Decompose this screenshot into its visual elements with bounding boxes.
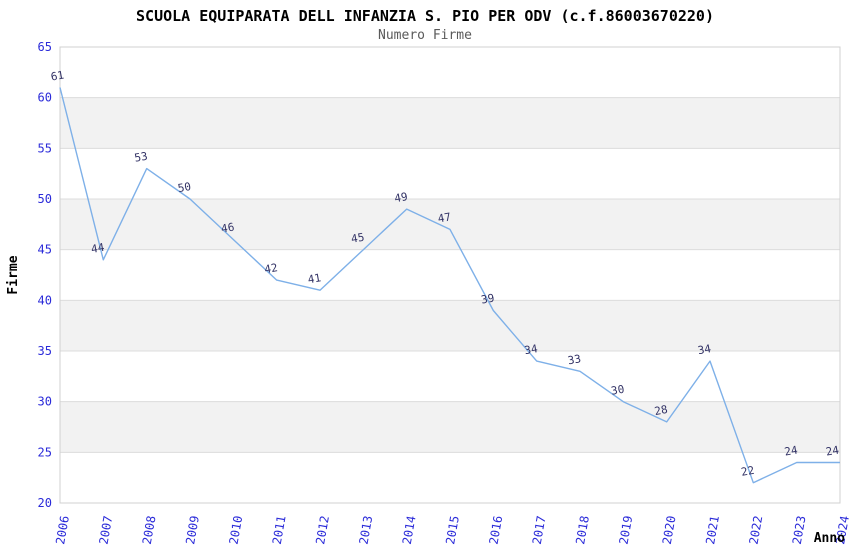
y-tick-label: 45 [38,243,52,257]
x-tick-label: 2021 [703,515,722,546]
y-tick-label: 55 [38,141,52,155]
x-tick-label: 2006 [53,515,72,546]
x-tick-label: 2024 [833,515,850,546]
point-label: 42 [263,261,278,276]
point-label: 39 [480,291,495,306]
x-axis-label: Anno [813,531,845,546]
point-label: 24 [783,443,799,458]
point-labels: 61 44 53 50 46 42 41 45 49 47 39 34 33 30 28 34 22 24 24 [50,69,841,479]
point-label: 61 [50,69,65,84]
x-tick-label: 2012 [313,515,332,546]
plot-band [60,97,840,149]
x-tick-label: 2019 [617,515,636,546]
x-tick-label: 2013 [357,515,376,546]
y-tick-label: 25 [38,445,52,459]
y-tick-label: 60 [38,91,52,105]
point-label: 22 [740,464,755,479]
x-tick-label: 2008 [140,515,159,546]
point-label: 49 [393,190,408,205]
y-tick-label: 35 [38,344,52,358]
point-label: 53 [133,150,148,165]
x-tick-label: 2014 [400,515,419,546]
point-label: 34 [697,342,713,357]
x-tick-label: 2009 [183,515,202,546]
plot-band [60,300,840,351]
plot-bands [60,97,840,453]
y-tick-label: 65 [38,40,52,54]
y-tick-label: 50 [38,192,52,206]
y-tick-label: 30 [38,395,52,409]
point-label: 34 [523,342,539,357]
x-tick-label: 2018 [573,515,592,546]
point-label: 45 [350,231,365,246]
x-tick-label: 2017 [530,515,549,546]
x-tick-label: 2007 [97,515,116,546]
plot-border [59,46,841,504]
series-line [59,87,840,484]
y-tick-labels: 20 25 30 35 40 45 50 55 60 65 [38,40,52,510]
point-label: 50 [177,180,192,195]
x-tick-label: 2022 [747,515,766,546]
point-label: 46 [220,221,235,236]
y-axis-label: Firme [6,255,21,295]
x-tick-labels: 2006 2007 2008 2009 2010 2011 2012 2013 2014 2015… [53,515,850,546]
point-label: 47 [437,210,452,225]
x-tick-label: 2016 [487,515,506,546]
point-label: 24 [825,443,841,458]
x-tick-label: 2020 [660,515,679,546]
chart-title: SCUOLA EQUIPARATA DELL INFANZIA S. PIO P… [136,7,714,25]
point-label: 33 [567,352,582,367]
x-tick-label: 2015 [443,515,462,546]
point-label: 41 [307,271,322,286]
point-label: 28 [653,403,668,418]
plot-band [60,199,840,250]
x-tick-label: 2010 [227,515,246,546]
y-tick-label: 20 [38,496,52,510]
point-label: 44 [90,241,106,256]
y-tick-label: 40 [38,293,52,307]
chart-subtitle: Numero Firme [378,28,472,43]
x-tick-label: 2011 [270,515,289,546]
x-tick-label: 2023 [790,515,809,546]
point-label: 30 [610,383,625,398]
plot-band [60,401,840,453]
